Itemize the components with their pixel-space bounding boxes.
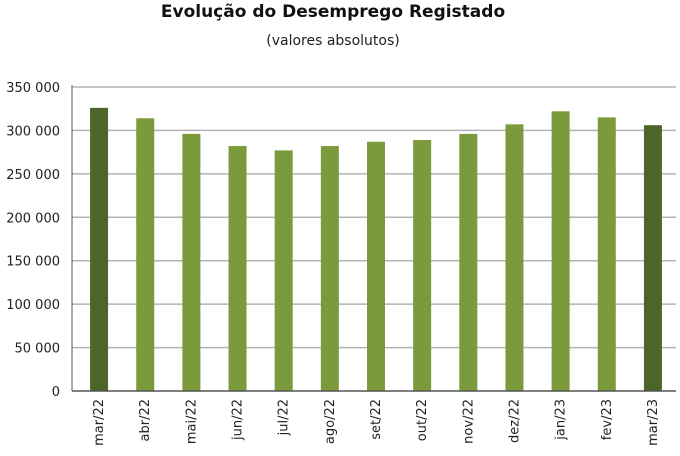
y-tick-label: 50 000 bbox=[15, 342, 61, 357]
bar bbox=[643, 125, 662, 392]
bars bbox=[90, 107, 662, 392]
x-tick-label: out/22 bbox=[415, 399, 430, 441]
bar bbox=[505, 124, 524, 391]
x-tick-label: jul/22 bbox=[277, 399, 292, 436]
bar bbox=[182, 133, 201, 391]
bar bbox=[413, 139, 432, 391]
bar bbox=[459, 133, 478, 391]
y-tick-label: 250 000 bbox=[6, 168, 60, 183]
y-tick-label: 200 000 bbox=[6, 211, 60, 226]
x-tick-label: ago/22 bbox=[323, 399, 338, 444]
bar bbox=[136, 118, 155, 392]
bar bbox=[367, 141, 385, 391]
bar bbox=[320, 146, 339, 391]
bar bbox=[228, 146, 247, 391]
y-tick-label: 100 000 bbox=[6, 298, 60, 313]
y-tick-label: 0 bbox=[52, 385, 60, 400]
axes bbox=[71, 85, 676, 392]
bar bbox=[551, 111, 570, 391]
x-tick-label: abr/22 bbox=[138, 399, 153, 442]
bar bbox=[274, 150, 293, 391]
y-axis-ticks: 0 50 000 100 000 150 000 200 000 250 000 300 0… bbox=[6, 81, 60, 400]
bar bbox=[597, 117, 616, 392]
x-tick-label: jun/22 bbox=[231, 399, 246, 441]
x-tick-label: fev/23 bbox=[600, 399, 615, 440]
x-tick-label: mai/22 bbox=[184, 399, 199, 444]
chart-title: Evolução do Desemprego Registado bbox=[161, 2, 505, 22]
y-tick-label: 150 000 bbox=[6, 255, 60, 270]
x-tick-label: dez/22 bbox=[507, 399, 522, 443]
x-tick-label: nov/22 bbox=[461, 399, 476, 444]
bar bbox=[90, 107, 109, 392]
chart-subtitle: (valores absolutos) bbox=[266, 33, 400, 49]
x-tick-label: mar/22 bbox=[92, 399, 107, 446]
y-tick-label: 300 000 bbox=[6, 124, 60, 139]
x-axis-ticks: mar/22 abr/22 mai/22 jun/22 jul/22 ago/22 set/… bbox=[92, 399, 661, 446]
x-tick-label: set/22 bbox=[369, 399, 384, 440]
x-tick-label: jan/23 bbox=[554, 399, 569, 441]
y-tick-label: 350 000 bbox=[6, 81, 60, 96]
x-tick-label: mar/23 bbox=[646, 399, 661, 446]
